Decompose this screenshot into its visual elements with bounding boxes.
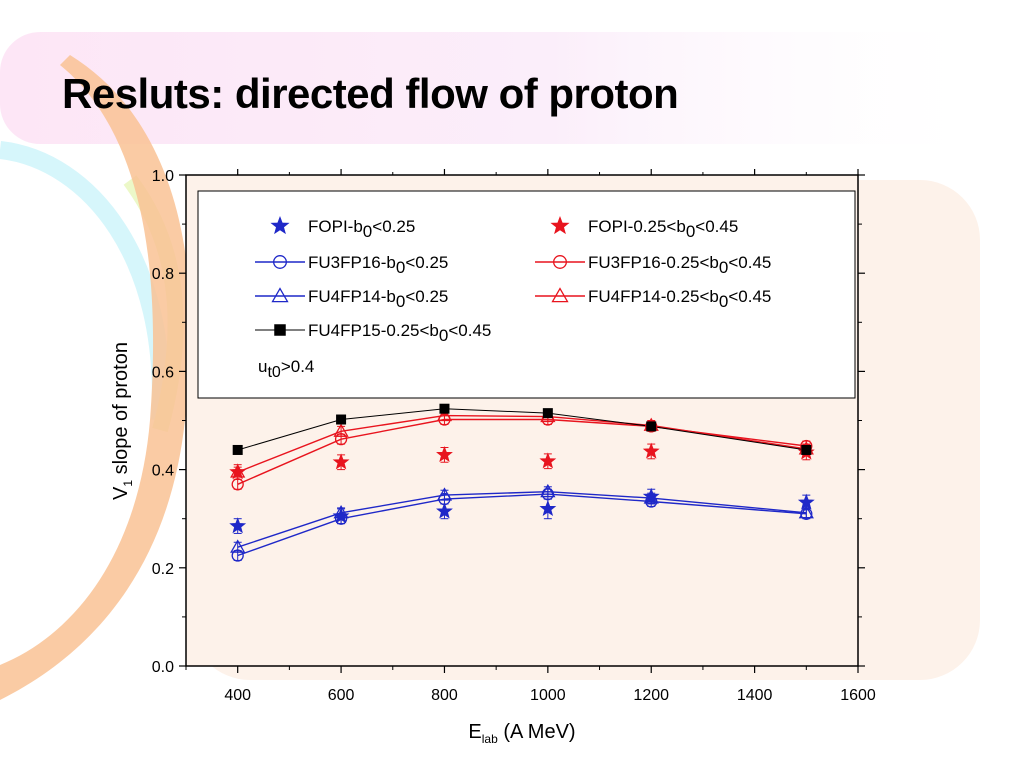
series-lines [237,408,807,557]
series-4-point [230,539,246,553]
slide-title: Resluts: directed flow of proton [62,70,679,117]
series-4-point [540,483,556,498]
legend: FOPI-b0<0.25 FOPI-0.25<b0<0.45 FU3FP16-b0<… [197,190,856,399]
series-0-point [436,502,453,519]
legend-3-label: FU3FP16-0.25<b0<0.45 [588,253,771,277]
series-1-point [642,442,660,459]
legend-2-marker [273,255,287,269]
series-0-point [229,517,247,534]
legend-3-marker-ring [553,255,567,269]
legend-6-marker [274,324,286,336]
series-6-point [801,444,812,455]
series-5-point [436,407,453,422]
series-4-point [333,504,349,519]
legend-4-marker [271,287,289,303]
legend-note: ut0>0.4 [258,357,314,381]
x-tick-label: 1200 [633,687,669,704]
series-6-point [232,444,243,455]
legend-5-label: FU4FP14-0.25<b0<0.45 [588,287,771,311]
series-3-point-ring [231,478,244,491]
series-6-point [542,408,553,419]
series-4-point [798,504,814,519]
x-tick-label: 1400 [737,687,773,704]
series-0-point [539,500,557,517]
series-4-point [436,487,453,501]
legend-0-marker [270,215,290,235]
y-tick-label: 0.0 [152,659,174,676]
series-1-point [332,453,350,470]
legend-3-marker [553,255,567,269]
series-1-point [436,446,453,463]
legend-2-label: FU3FP16-b0<0.25 [308,253,448,277]
series-6-point [646,421,657,432]
series-6-line [237,408,807,451]
series-6-point [439,403,450,414]
series-5-point [230,464,246,478]
x-tick-label: 1600 [840,687,876,704]
series-markers [229,403,815,562]
title-band [0,32,1000,144]
legend-2-marker-ring [273,255,287,269]
y-tick-label: 0.8 [152,266,174,283]
legend-4-label: FU4FP14-b0<0.25 [308,287,448,311]
x-tick-label: 600 [328,687,355,704]
legend-entries: FOPI-b0<0.25 FOPI-0.25<b0<0.45 FU3FP16-b0<… [255,215,771,381]
series-6-point [336,414,347,425]
legend-0-label: FOPI-b0<0.25 [308,217,415,241]
x-tick-label: 400 [224,687,251,704]
legend-6-label: FU4FP15-0.25<b0<0.45 [308,321,491,345]
y-axis-label: V1 slope of proton [110,342,135,500]
series-1-point [539,452,557,469]
x-tick-label: 1000 [530,687,566,704]
orange-arc-decoration [0,55,191,700]
series-2-line [237,493,807,557]
axis-ticks: 400 600 800 1000 1200 1400 1600 0.0 0.2 0.4 0.6 0.8… [152,168,876,704]
y-tick-label: 0.6 [152,364,174,381]
x-axis-label: Elab (A MeV) [468,721,575,746]
legend-box [197,190,856,399]
series-4-line [237,490,807,548]
legend-1-marker [550,215,570,235]
legend-1-label: FOPI-0.25<b0<0.45 [588,217,738,241]
legend-5-marker [551,287,569,303]
series-5-line [237,414,807,473]
y-tick-label: 0.4 [152,463,174,480]
y-tick-label: 1.0 [152,168,174,185]
series-3-point [231,478,244,491]
y-tick-label: 0.2 [152,561,174,578]
series-5-point [333,423,349,437]
x-tick-label: 800 [431,687,458,704]
series-4-point [643,490,659,504]
